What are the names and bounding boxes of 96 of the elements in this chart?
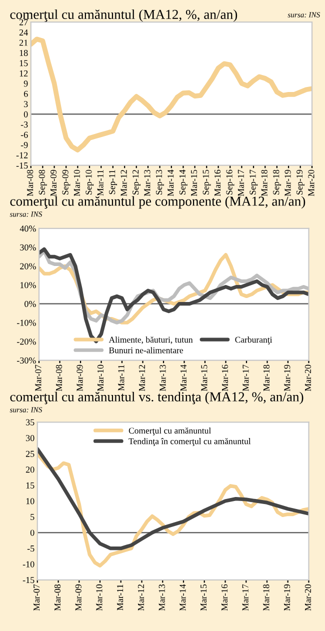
- x-tick-label: Mar-13: [158, 584, 165, 611]
- x-tick-label: Mar-10: [74, 170, 80, 196]
- x-tick-label: Mar-18: [263, 584, 270, 611]
- y-tick-label: 0: [30, 530, 34, 536]
- x-tick-label: Sep-10: [86, 170, 94, 194]
- y-tick-label: 18: [20, 50, 28, 56]
- x-tick-label: Mar-16: [222, 364, 228, 392]
- y-tick-label: 35: [26, 419, 34, 426]
- y-tick-label: 40%: [20, 226, 36, 232]
- x-tick-label: Mar-19: [284, 364, 290, 392]
- x-tick-label: Mar-08: [56, 364, 62, 392]
- x-tick-label: Mar-14: [180, 584, 186, 611]
- y-tick-label: -5: [27, 546, 34, 552]
- y-tick-label: 6: [24, 90, 28, 97]
- chart-title: comerţul cu amănuntul vs. tendinţa (MA12, %, an/an): [10, 392, 304, 404]
- x-tick-label: Sep-09: [62, 170, 70, 194]
- y-tick-label: 20%: [20, 263, 36, 270]
- x-tick-label: Mar-14: [168, 170, 174, 196]
- y-tick-label: -3: [20, 122, 28, 128]
- x-tick-label: Mar-19: [284, 170, 291, 196]
- x-tick-label: Sep-18: [273, 170, 282, 194]
- y-tick-label: -20%: [17, 338, 36, 345]
- x-tick-label: Mar-10: [97, 364, 104, 392]
- x-tick-label: Sep-08: [38, 170, 47, 194]
- y-tick-label: -30%: [17, 357, 36, 364]
- y-tick-label: 20: [26, 466, 34, 473]
- y-tick-label: -15: [22, 577, 34, 584]
- y-tick-label: -15: [16, 162, 28, 169]
- x-tick-label: Sep-12: [132, 170, 140, 194]
- y-tick-label: -10%: [17, 320, 36, 326]
- x-tick-label: Sep-14: [179, 170, 188, 194]
- x-tick-label: Mar-11: [118, 365, 124, 391]
- x-tick-label: Mar-10: [96, 584, 102, 611]
- x-tick-label: Mar-15: [201, 364, 208, 392]
- y-tick-label: 30%: [20, 244, 36, 251]
- x-tick-label: Mar-17: [242, 584, 248, 611]
- x-tick-label: Mar-18: [263, 364, 270, 392]
- x-tick-label: Mar-16: [221, 584, 228, 611]
- x-tick-label: Mar-11: [117, 584, 124, 610]
- x-tick-label: Mar-19: [284, 584, 290, 611]
- x-tick-label: Mar-16: [214, 170, 221, 196]
- legend-label: Tendinţa în comerţul cu amănuntul: [128, 438, 251, 446]
- y-tick-label: -12: [16, 152, 28, 158]
- x-tick-label: Sep-17: [250, 170, 258, 194]
- y-tick-label: 21: [19, 40, 28, 46]
- x-tick-label: Mar-09: [76, 364, 83, 392]
- y-tick-label: 15: [20, 60, 28, 66]
- x-tick-label: Mar-18: [261, 170, 268, 196]
- x-tick-label: Mar-12: [138, 364, 146, 392]
- x-tick-label: Mar-07: [35, 364, 42, 392]
- x-tick-label: Mar-20: [304, 584, 312, 611]
- y-tick-label: 15: [26, 482, 34, 488]
- line-series: [37, 447, 309, 550]
- x-tick-label: Mar-08: [27, 170, 34, 196]
- y-tick-label: 10: [26, 498, 34, 504]
- x-tick-label: Sep-11: [109, 170, 118, 194]
- chart-title: comerţul cu amănuntul pe componente (MA12, an/an): [10, 196, 306, 209]
- x-tick-label: Mar-12: [120, 170, 127, 196]
- y-tick-label: 0: [24, 111, 28, 118]
- x-tick-label: Mar-09: [50, 170, 57, 196]
- legend-label: Comerţul cu amănuntul: [128, 427, 211, 436]
- legend-label: Alimente, băuturi, tutun: [108, 336, 193, 344]
- y-tick-label: 12: [20, 70, 28, 76]
- legend-label: Carburanţi: [235, 336, 272, 344]
- x-tick-label: Mar-13: [160, 364, 166, 392]
- y-tick-label: -10: [22, 561, 34, 568]
- y-tick-label: 25: [26, 450, 34, 457]
- x-tick-label: Mar-12: [138, 584, 144, 611]
- y-tick-label: -6: [20, 132, 28, 138]
- x-tick-label: Mar-20: [308, 170, 314, 196]
- x-tick-label: Sep-15: [202, 170, 211, 194]
- x-tick-label: Mar-14: [180, 364, 186, 392]
- x-tick-label: Mar-20: [304, 364, 312, 392]
- x-tick-label: Mar-11: [97, 170, 104, 196]
- y-tick-label: 5: [30, 514, 34, 520]
- y-tick-label: 30: [26, 435, 34, 442]
- y-tick-label: -9: [20, 142, 28, 148]
- x-tick-label: Sep-16: [226, 170, 234, 194]
- x-tick-label: Mar-15: [200, 584, 207, 611]
- y-tick-label: 0%: [24, 300, 36, 308]
- x-tick-label: Mar-09: [75, 584, 82, 611]
- y-tick-label: 3: [24, 101, 28, 108]
- x-tick-label: Sep-19: [296, 170, 304, 194]
- y-tick-label: 24: [19, 29, 28, 36]
- y-tick-label: 10%: [20, 282, 36, 288]
- x-tick-label: Mar-17: [242, 364, 249, 392]
- legend-label: Bunuri ne-alimentare: [109, 347, 184, 354]
- line-series: [30, 36, 312, 152]
- line-series: [39, 247, 309, 344]
- x-tick-label: Mar-17: [238, 170, 244, 196]
- x-tick-label: Mar-13: [144, 170, 150, 196]
- x-tick-label: Mar-08: [54, 584, 61, 611]
- x-tick-label: Mar-07: [34, 584, 40, 611]
- x-tick-label: Mar-15: [191, 170, 198, 196]
- x-tick-label: Sep-13: [156, 170, 164, 194]
- y-tick-label: 9: [24, 80, 28, 87]
